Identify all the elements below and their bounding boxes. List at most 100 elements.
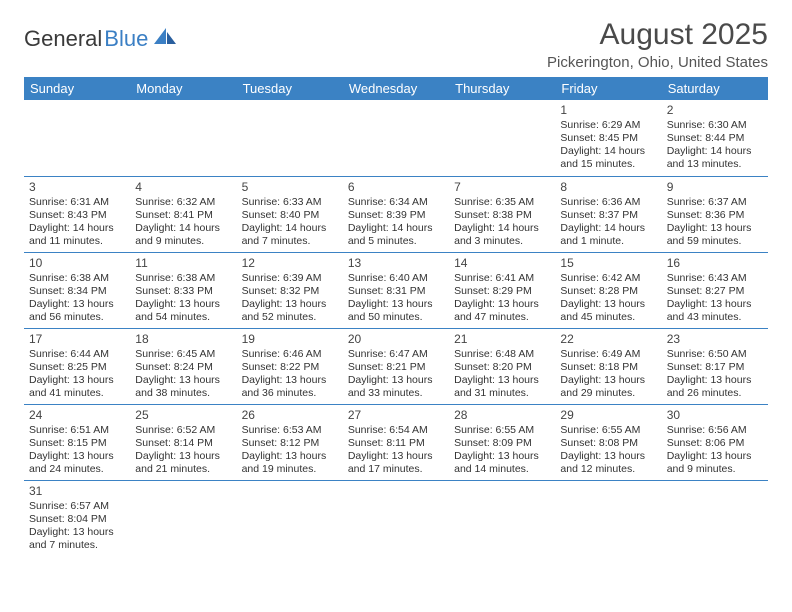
calendar-cell: 29Sunrise: 6:55 AMSunset: 8:08 PMDayligh…: [555, 404, 661, 480]
sunrise-line: Sunrise: 6:38 AM: [135, 272, 231, 285]
sunrise-line: Sunrise: 6:56 AM: [667, 424, 763, 437]
sunrise-line: Sunrise: 6:55 AM: [560, 424, 656, 437]
daylight-line: Daylight: 13 hours and 19 minutes.: [242, 450, 338, 476]
sunrise-line: Sunrise: 6:32 AM: [135, 196, 231, 209]
daylight-line: Daylight: 13 hours and 36 minutes.: [242, 374, 338, 400]
sunrise-line: Sunrise: 6:46 AM: [242, 348, 338, 361]
month-title: August 2025: [547, 18, 768, 52]
calendar-cell: [555, 480, 661, 556]
calendar-cell: 28Sunrise: 6:55 AMSunset: 8:09 PMDayligh…: [449, 404, 555, 480]
sunset-line: Sunset: 8:34 PM: [29, 285, 125, 298]
sunset-line: Sunset: 8:24 PM: [135, 361, 231, 374]
calendar-table: Sunday Monday Tuesday Wednesday Thursday…: [24, 77, 768, 556]
day-number: 31: [29, 484, 125, 499]
sunrise-line: Sunrise: 6:29 AM: [560, 119, 656, 132]
sunrise-line: Sunrise: 6:50 AM: [667, 348, 763, 361]
daylight-line: Daylight: 14 hours and 7 minutes.: [242, 222, 338, 248]
sunrise-line: Sunrise: 6:54 AM: [348, 424, 444, 437]
title-block: August 2025 Pickerington, Ohio, United S…: [547, 18, 768, 71]
calendar-cell: 21Sunrise: 6:48 AMSunset: 8:20 PMDayligh…: [449, 328, 555, 404]
sunset-line: Sunset: 8:15 PM: [29, 437, 125, 450]
logo-text-2: Blue: [104, 26, 148, 52]
header-wednesday: Wednesday: [343, 77, 449, 100]
calendar-cell: 17Sunrise: 6:44 AMSunset: 8:25 PMDayligh…: [24, 328, 130, 404]
calendar-cell: 31Sunrise: 6:57 AMSunset: 8:04 PMDayligh…: [24, 480, 130, 556]
header-tuesday: Tuesday: [237, 77, 343, 100]
calendar-cell: 18Sunrise: 6:45 AMSunset: 8:24 PMDayligh…: [130, 328, 236, 404]
daylight-line: Daylight: 13 hours and 47 minutes.: [454, 298, 550, 324]
day-number: 9: [667, 180, 763, 195]
calendar-cell: 25Sunrise: 6:52 AMSunset: 8:14 PMDayligh…: [130, 404, 236, 480]
header-thursday: Thursday: [449, 77, 555, 100]
sunset-line: Sunset: 8:04 PM: [29, 513, 125, 526]
daylight-line: Daylight: 13 hours and 59 minutes.: [667, 222, 763, 248]
day-number: 18: [135, 332, 231, 347]
calendar-cell: 12Sunrise: 6:39 AMSunset: 8:32 PMDayligh…: [237, 252, 343, 328]
sunrise-line: Sunrise: 6:40 AM: [348, 272, 444, 285]
sunset-line: Sunset: 8:20 PM: [454, 361, 550, 374]
sunset-line: Sunset: 8:25 PM: [29, 361, 125, 374]
calendar-cell: 10Sunrise: 6:38 AMSunset: 8:34 PMDayligh…: [24, 252, 130, 328]
day-number: 28: [454, 408, 550, 423]
sunrise-line: Sunrise: 6:30 AM: [667, 119, 763, 132]
sunset-line: Sunset: 8:17 PM: [667, 361, 763, 374]
sunset-line: Sunset: 8:38 PM: [454, 209, 550, 222]
header-saturday: Saturday: [662, 77, 768, 100]
day-number: 12: [242, 256, 338, 271]
header: GeneralBlue August 2025 Pickerington, Oh…: [24, 18, 768, 71]
daylight-line: Daylight: 14 hours and 11 minutes.: [29, 222, 125, 248]
daylight-line: Daylight: 13 hours and 31 minutes.: [454, 374, 550, 400]
day-number: 5: [242, 180, 338, 195]
location-text: Pickerington, Ohio, United States: [547, 54, 768, 71]
sunrise-line: Sunrise: 6:53 AM: [242, 424, 338, 437]
calendar-cell: [449, 100, 555, 176]
logo-text-1: General: [24, 26, 102, 52]
sunrise-line: Sunrise: 6:49 AM: [560, 348, 656, 361]
calendar-cell: [24, 100, 130, 176]
calendar-cell: 7Sunrise: 6:35 AMSunset: 8:38 PMDaylight…: [449, 176, 555, 252]
sunset-line: Sunset: 8:43 PM: [29, 209, 125, 222]
sunrise-line: Sunrise: 6:38 AM: [29, 272, 125, 285]
sunrise-line: Sunrise: 6:33 AM: [242, 196, 338, 209]
day-number: 30: [667, 408, 763, 423]
sunrise-line: Sunrise: 6:35 AM: [454, 196, 550, 209]
day-number: 29: [560, 408, 656, 423]
daylight-line: Daylight: 13 hours and 14 minutes.: [454, 450, 550, 476]
calendar-cell: 13Sunrise: 6:40 AMSunset: 8:31 PMDayligh…: [343, 252, 449, 328]
calendar-cell: 1Sunrise: 6:29 AMSunset: 8:45 PMDaylight…: [555, 100, 661, 176]
sunset-line: Sunset: 8:21 PM: [348, 361, 444, 374]
sunset-line: Sunset: 8:45 PM: [560, 132, 656, 145]
daylight-line: Daylight: 13 hours and 12 minutes.: [560, 450, 656, 476]
sunrise-line: Sunrise: 6:39 AM: [242, 272, 338, 285]
calendar-cell: 30Sunrise: 6:56 AMSunset: 8:06 PMDayligh…: [662, 404, 768, 480]
day-number: 17: [29, 332, 125, 347]
day-number: 3: [29, 180, 125, 195]
sunset-line: Sunset: 8:22 PM: [242, 361, 338, 374]
day-number: 20: [348, 332, 444, 347]
sunset-line: Sunset: 8:36 PM: [667, 209, 763, 222]
calendar-cell: [237, 480, 343, 556]
day-number: 27: [348, 408, 444, 423]
day-number: 26: [242, 408, 338, 423]
calendar-cell: 26Sunrise: 6:53 AMSunset: 8:12 PMDayligh…: [237, 404, 343, 480]
sunrise-line: Sunrise: 6:44 AM: [29, 348, 125, 361]
daylight-line: Daylight: 14 hours and 1 minute.: [560, 222, 656, 248]
sunrise-line: Sunrise: 6:37 AM: [667, 196, 763, 209]
calendar-cell: 23Sunrise: 6:50 AMSunset: 8:17 PMDayligh…: [662, 328, 768, 404]
daylight-line: Daylight: 13 hours and 29 minutes.: [560, 374, 656, 400]
day-number: 25: [135, 408, 231, 423]
daylight-line: Daylight: 13 hours and 52 minutes.: [242, 298, 338, 324]
sunset-line: Sunset: 8:41 PM: [135, 209, 231, 222]
day-number: 22: [560, 332, 656, 347]
day-number: 16: [667, 256, 763, 271]
sunset-line: Sunset: 8:12 PM: [242, 437, 338, 450]
sunrise-line: Sunrise: 6:31 AM: [29, 196, 125, 209]
calendar-cell: [449, 480, 555, 556]
sunset-line: Sunset: 8:37 PM: [560, 209, 656, 222]
calendar-row: 24Sunrise: 6:51 AMSunset: 8:15 PMDayligh…: [24, 404, 768, 480]
sunset-line: Sunset: 8:14 PM: [135, 437, 231, 450]
daylight-line: Daylight: 13 hours and 38 minutes.: [135, 374, 231, 400]
daylight-line: Daylight: 13 hours and 26 minutes.: [667, 374, 763, 400]
sunset-line: Sunset: 8:29 PM: [454, 285, 550, 298]
daylight-line: Daylight: 14 hours and 5 minutes.: [348, 222, 444, 248]
